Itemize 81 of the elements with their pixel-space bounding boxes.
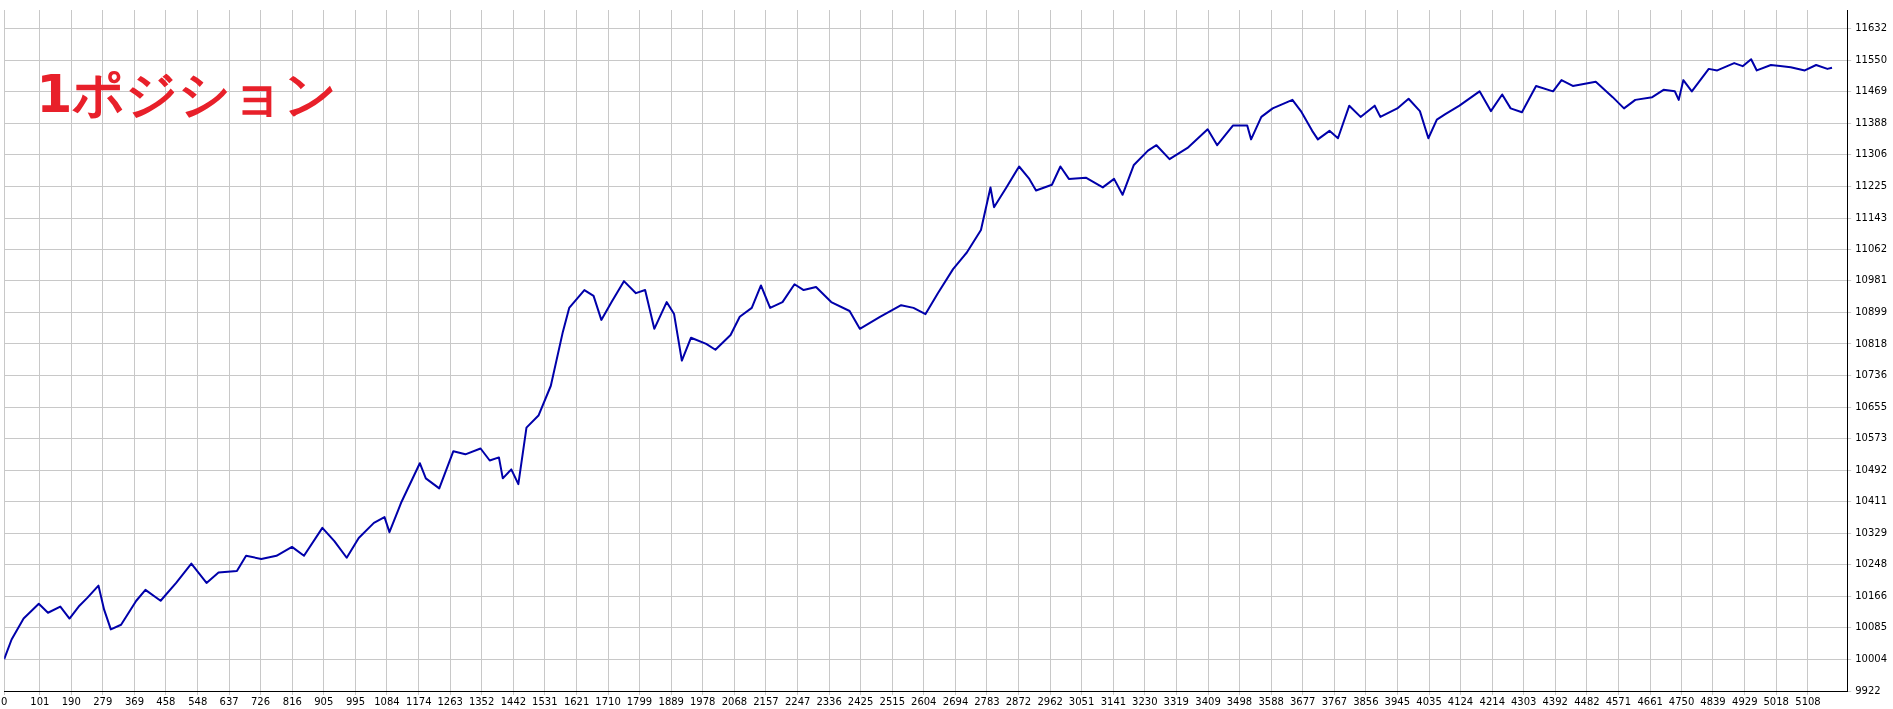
x-tick-label: 458	[156, 695, 176, 707]
x-tick-label: 1710	[595, 695, 621, 707]
x-tick-label: 1174	[406, 695, 432, 707]
x-tick-label: 4661	[1637, 695, 1663, 707]
x-tick-label: 637	[219, 695, 239, 707]
y-tick-label: 10655	[1855, 400, 1887, 412]
x-tick-label: 3767	[1321, 695, 1348, 707]
y-tick-label: 10899	[1855, 306, 1887, 318]
x-tick-label: 2247	[784, 695, 811, 707]
x-tick-label: 4750	[1668, 695, 1695, 707]
x-tick-label: 2515	[879, 695, 906, 707]
y-tick-label: 11632	[1855, 22, 1887, 34]
x-tick-label: 3677	[1289, 695, 1316, 707]
x-tick-label: 1531	[532, 695, 558, 707]
x-tick-label: 2157	[753, 695, 779, 707]
x-tick-label: 1621	[563, 695, 590, 707]
x-tick-label: 726	[251, 695, 271, 707]
x-tick-label: 1084	[374, 695, 400, 707]
y-tick-label: 10329	[1855, 526, 1887, 538]
x-tick-label: 4929	[1732, 695, 1758, 707]
x-tick-label: 2425	[847, 695, 874, 707]
x-tick-label: 1978	[689, 695, 716, 707]
annotation: 1ポジション	[36, 63, 338, 124]
x-tick-label: 3856	[1353, 695, 1379, 707]
x-tick-label: 4482	[1574, 695, 1600, 707]
x-tick-label: 3945	[1384, 695, 1411, 707]
y-tick-label: 10166	[1855, 590, 1887, 602]
x-tick-label: 995	[346, 695, 366, 707]
x-tick-label: 1799	[626, 695, 653, 707]
x-tick-label: 4124	[1447, 695, 1474, 707]
x-tick-label: 190	[61, 695, 81, 707]
x-tick-label: 2872	[1005, 695, 1032, 707]
x-tick-label: 905	[314, 695, 334, 707]
x-tick-label: 4035	[1416, 695, 1442, 707]
y-tick-label: 10492	[1855, 463, 1887, 475]
x-tick-label: 4839	[1700, 695, 1726, 707]
x-tick-label: 2604	[911, 695, 937, 707]
y-tick-label: 11062	[1855, 242, 1887, 254]
x-tick-label: 3141	[1100, 695, 1127, 707]
y-tick-label: 11143	[1855, 211, 1887, 223]
x-tick-label: 1352	[468, 695, 495, 707]
x-tick-label: 1442	[500, 695, 527, 707]
x-tick-label: 3319	[1163, 695, 1189, 707]
x-tick-label: 2783	[974, 695, 1000, 707]
x-tick-label: 2962	[1037, 695, 1063, 707]
y-tick-label: 10981	[1855, 274, 1887, 286]
x-tick-label: 2336	[816, 695, 842, 707]
x-tick-label: 1889	[658, 695, 684, 707]
y-tick-label: 11388	[1855, 116, 1887, 128]
y-tick-label: 9922	[1855, 684, 1881, 696]
y-tick-label: 10248	[1855, 558, 1887, 570]
y-tick-label: 10818	[1855, 337, 1887, 349]
x-tick-label: 4571	[1605, 695, 1632, 707]
x-tick-label: 2694	[942, 695, 969, 707]
y-tick-label: 10411	[1855, 495, 1887, 507]
x-tick-label: 3409	[1195, 695, 1221, 707]
x-tick-label: 369	[124, 695, 145, 707]
y-tick-label: 11225	[1855, 179, 1887, 191]
x-tick-label: 3588	[1258, 695, 1284, 707]
x-tick-label: 816	[282, 695, 302, 707]
x-tick-label: 4214	[1479, 695, 1506, 707]
x-tick-label: 5018	[1763, 695, 1789, 707]
x-tick-label: 548	[188, 695, 208, 707]
x-tick-label: 3051	[1068, 695, 1095, 707]
x-tick-label: 5108	[1795, 695, 1821, 707]
x-tick-label: 3230	[1132, 695, 1158, 707]
x-tick-label: 4303	[1510, 695, 1537, 707]
x-tick-label: 279	[93, 695, 113, 707]
x-tick-label: 1263	[437, 695, 463, 707]
y-tick-label: 10004	[1855, 652, 1887, 664]
y-tick-label: 11306	[1855, 148, 1887, 160]
y-tick-label: 10085	[1855, 621, 1887, 633]
y-tick-label: 10736	[1855, 369, 1887, 381]
y-tick-label: 11469	[1855, 85, 1887, 97]
x-tick-label: 2068	[721, 695, 748, 707]
x-tick-label: 4392	[1542, 695, 1568, 707]
x-tick-label: 3498	[1226, 695, 1253, 707]
y-tick-label: 10573	[1855, 432, 1887, 444]
x-tick-label: 101	[30, 695, 50, 707]
x-tick-label: 0	[0, 695, 8, 707]
y-tick-label: 11550	[1855, 53, 1887, 65]
